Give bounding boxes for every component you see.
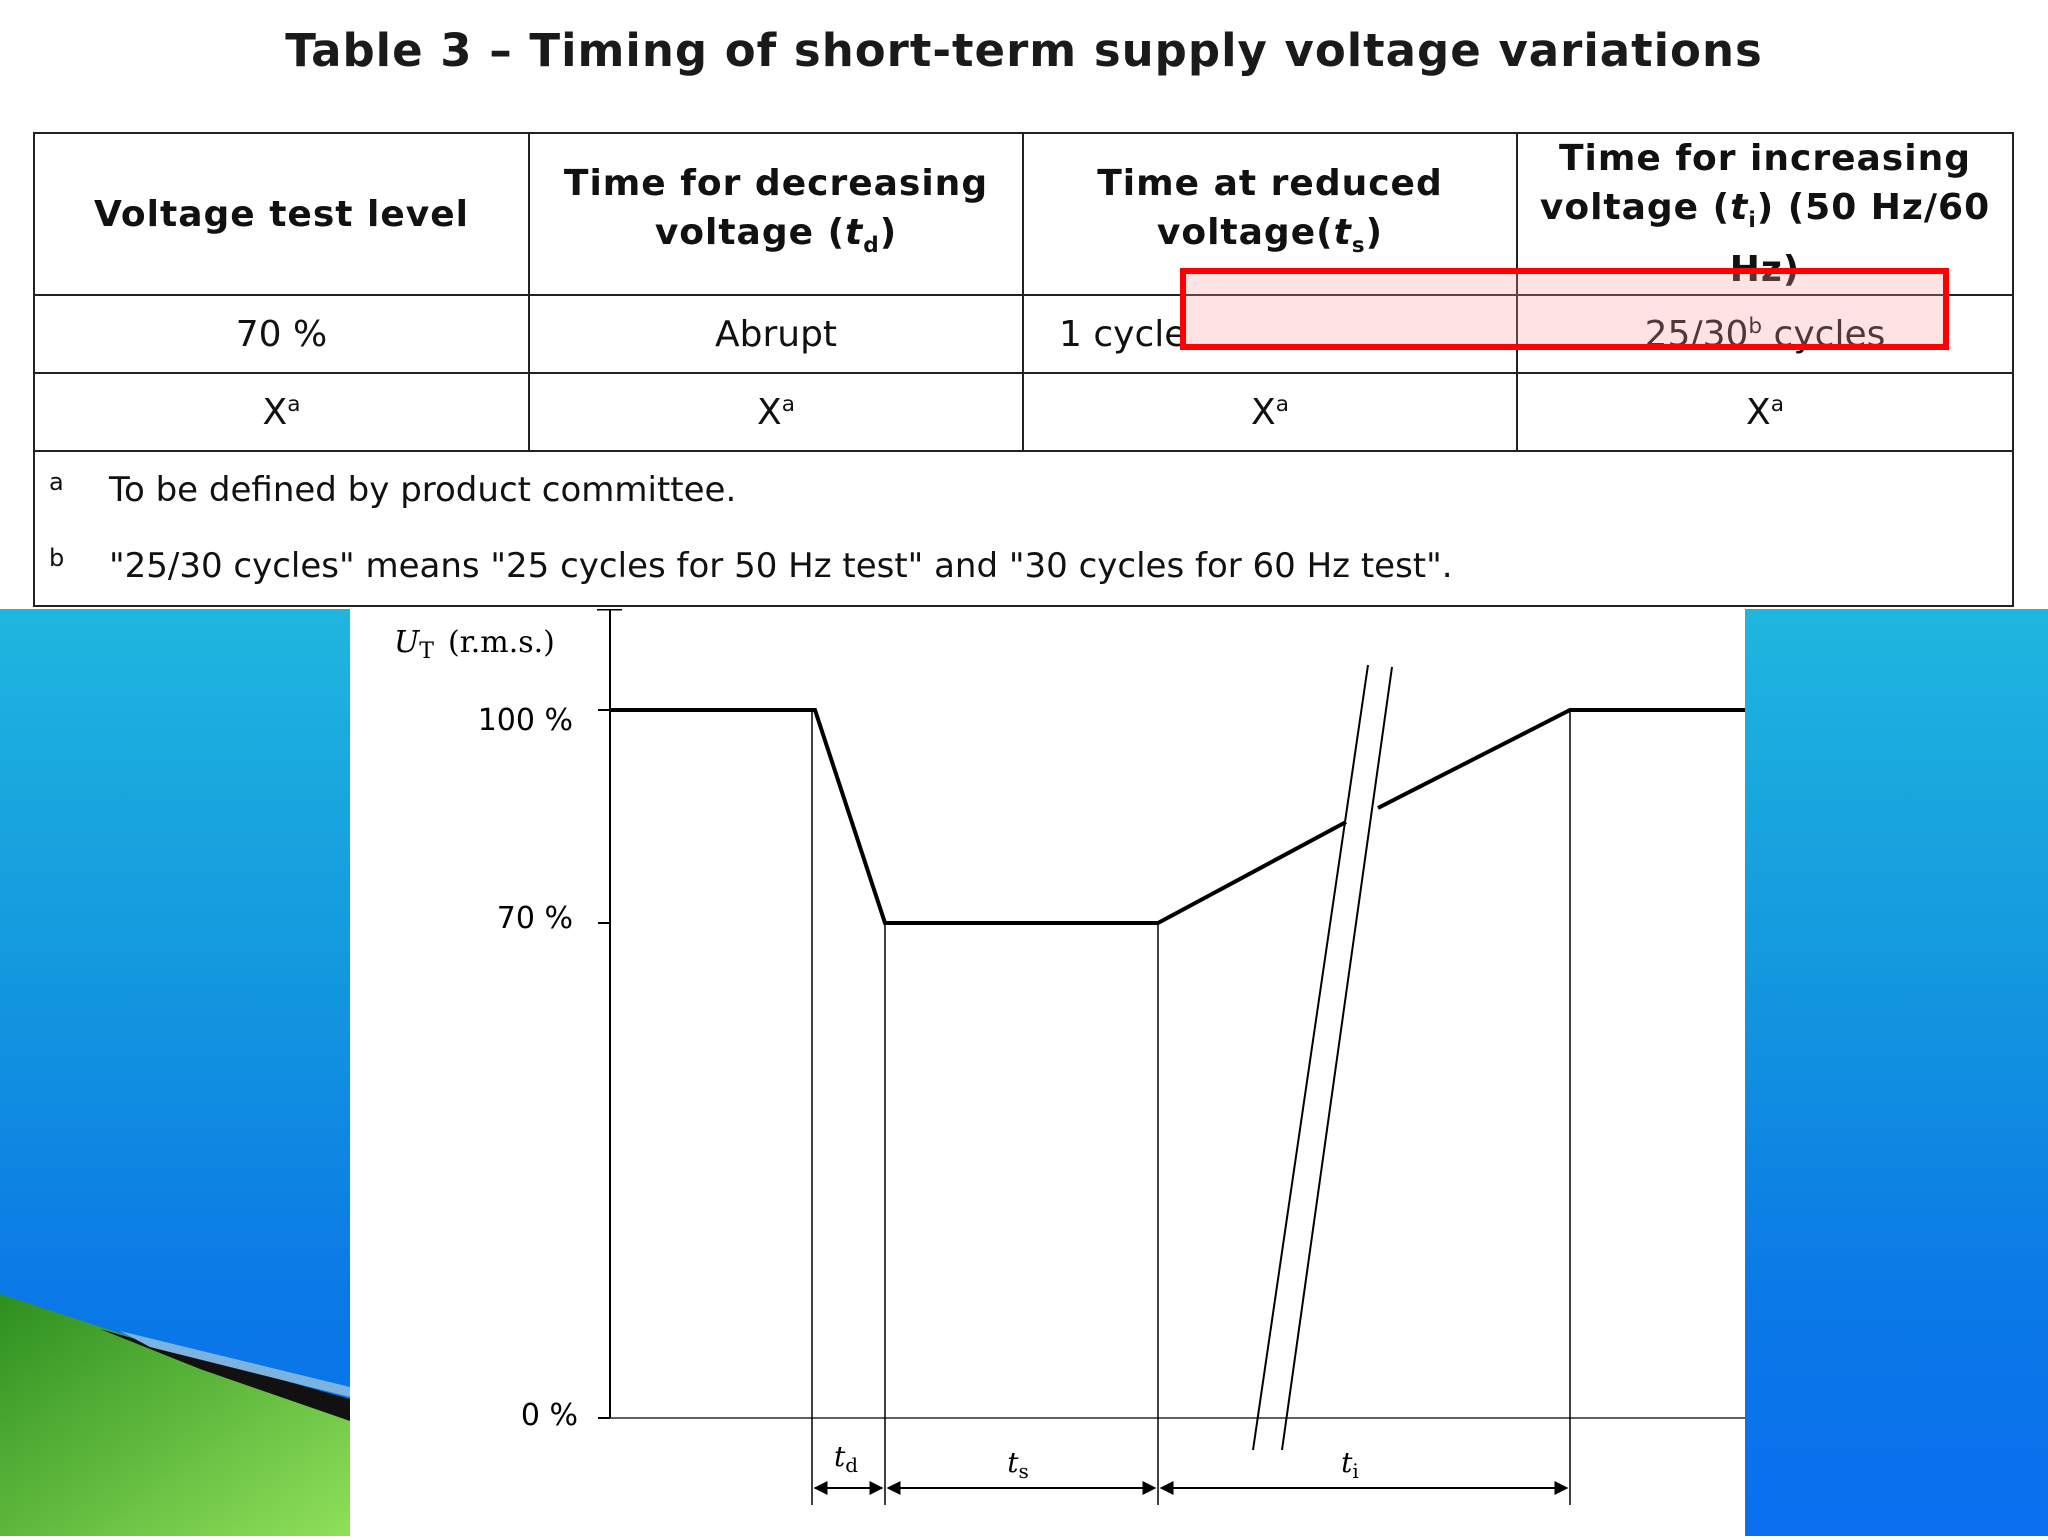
- voltage-waveform-recovery: [1377, 708, 1745, 810]
- break-line: [1252, 664, 1369, 1451]
- table-header-row: Voltage test level Time for decreasing v…: [33, 131, 2014, 297]
- footnote-row: a To be defined by product committee. b …: [33, 450, 2014, 608]
- footnote: a To be defined by product committee.: [35, 452, 2012, 528]
- footnote: b "25/30 cycles" means "25 cycles for 50…: [35, 528, 2012, 604]
- footnotes-cell: a To be defined by product committee. b …: [33, 450, 2014, 608]
- interval-label-ti: ti: [1341, 1446, 1359, 1483]
- interval-label-td: td: [834, 1440, 858, 1477]
- slide-decoration-right: [1745, 609, 2048, 1536]
- cell-level: 70 %: [33, 294, 530, 375]
- voltage-diagram: UT (r.m.s.) 100 % 70 % 0 % td ts ti: [350, 607, 1745, 1536]
- break-line: [1281, 666, 1393, 1451]
- header-time-decreasing: Time for decreasing voltage (td): [528, 131, 1024, 297]
- cell-reduced: 1 cycle: [1022, 294, 1518, 375]
- slide-decoration-left: [0, 609, 350, 1536]
- y-axis-label: UT (r.m.s.): [394, 625, 555, 664]
- footnote-text: To be defined by product committee.: [109, 470, 737, 511]
- voltage-waveform: [610, 708, 1347, 925]
- footnote-mark: a: [49, 468, 64, 497]
- table-title: Table 3 – Timing of short-term supply vo…: [285, 24, 1763, 77]
- green-swoosh: [0, 1294, 350, 1536]
- interval-label-ts: ts: [1007, 1446, 1029, 1483]
- footnote-mark: b: [49, 544, 65, 573]
- cell-x: Xa: [528, 372, 1024, 453]
- level-label-100: 100 %: [478, 703, 573, 738]
- level-label-70: 70 %: [497, 901, 573, 936]
- level-label-0: 0 %: [521, 1398, 578, 1433]
- table-row: Xa Xa Xa Xa: [33, 372, 2014, 453]
- cell-x: Xa: [33, 372, 530, 453]
- highlight-box: [1180, 268, 1949, 350]
- footnote-text: "25/30 cycles" means "25 cycles for 50 H…: [109, 546, 1453, 587]
- timing-table: Voltage test level Time for decreasing v…: [33, 131, 2014, 608]
- cell-x: Xa: [1516, 372, 2014, 453]
- header-voltage-test-level: Voltage test level: [33, 131, 530, 297]
- voltage-diagram-svg: UT (r.m.s.) 100 % 70 % 0 % td ts ti: [394, 607, 1745, 1505]
- cell-decreasing: Abrupt: [528, 294, 1024, 375]
- cell-x: Xa: [1022, 372, 1518, 453]
